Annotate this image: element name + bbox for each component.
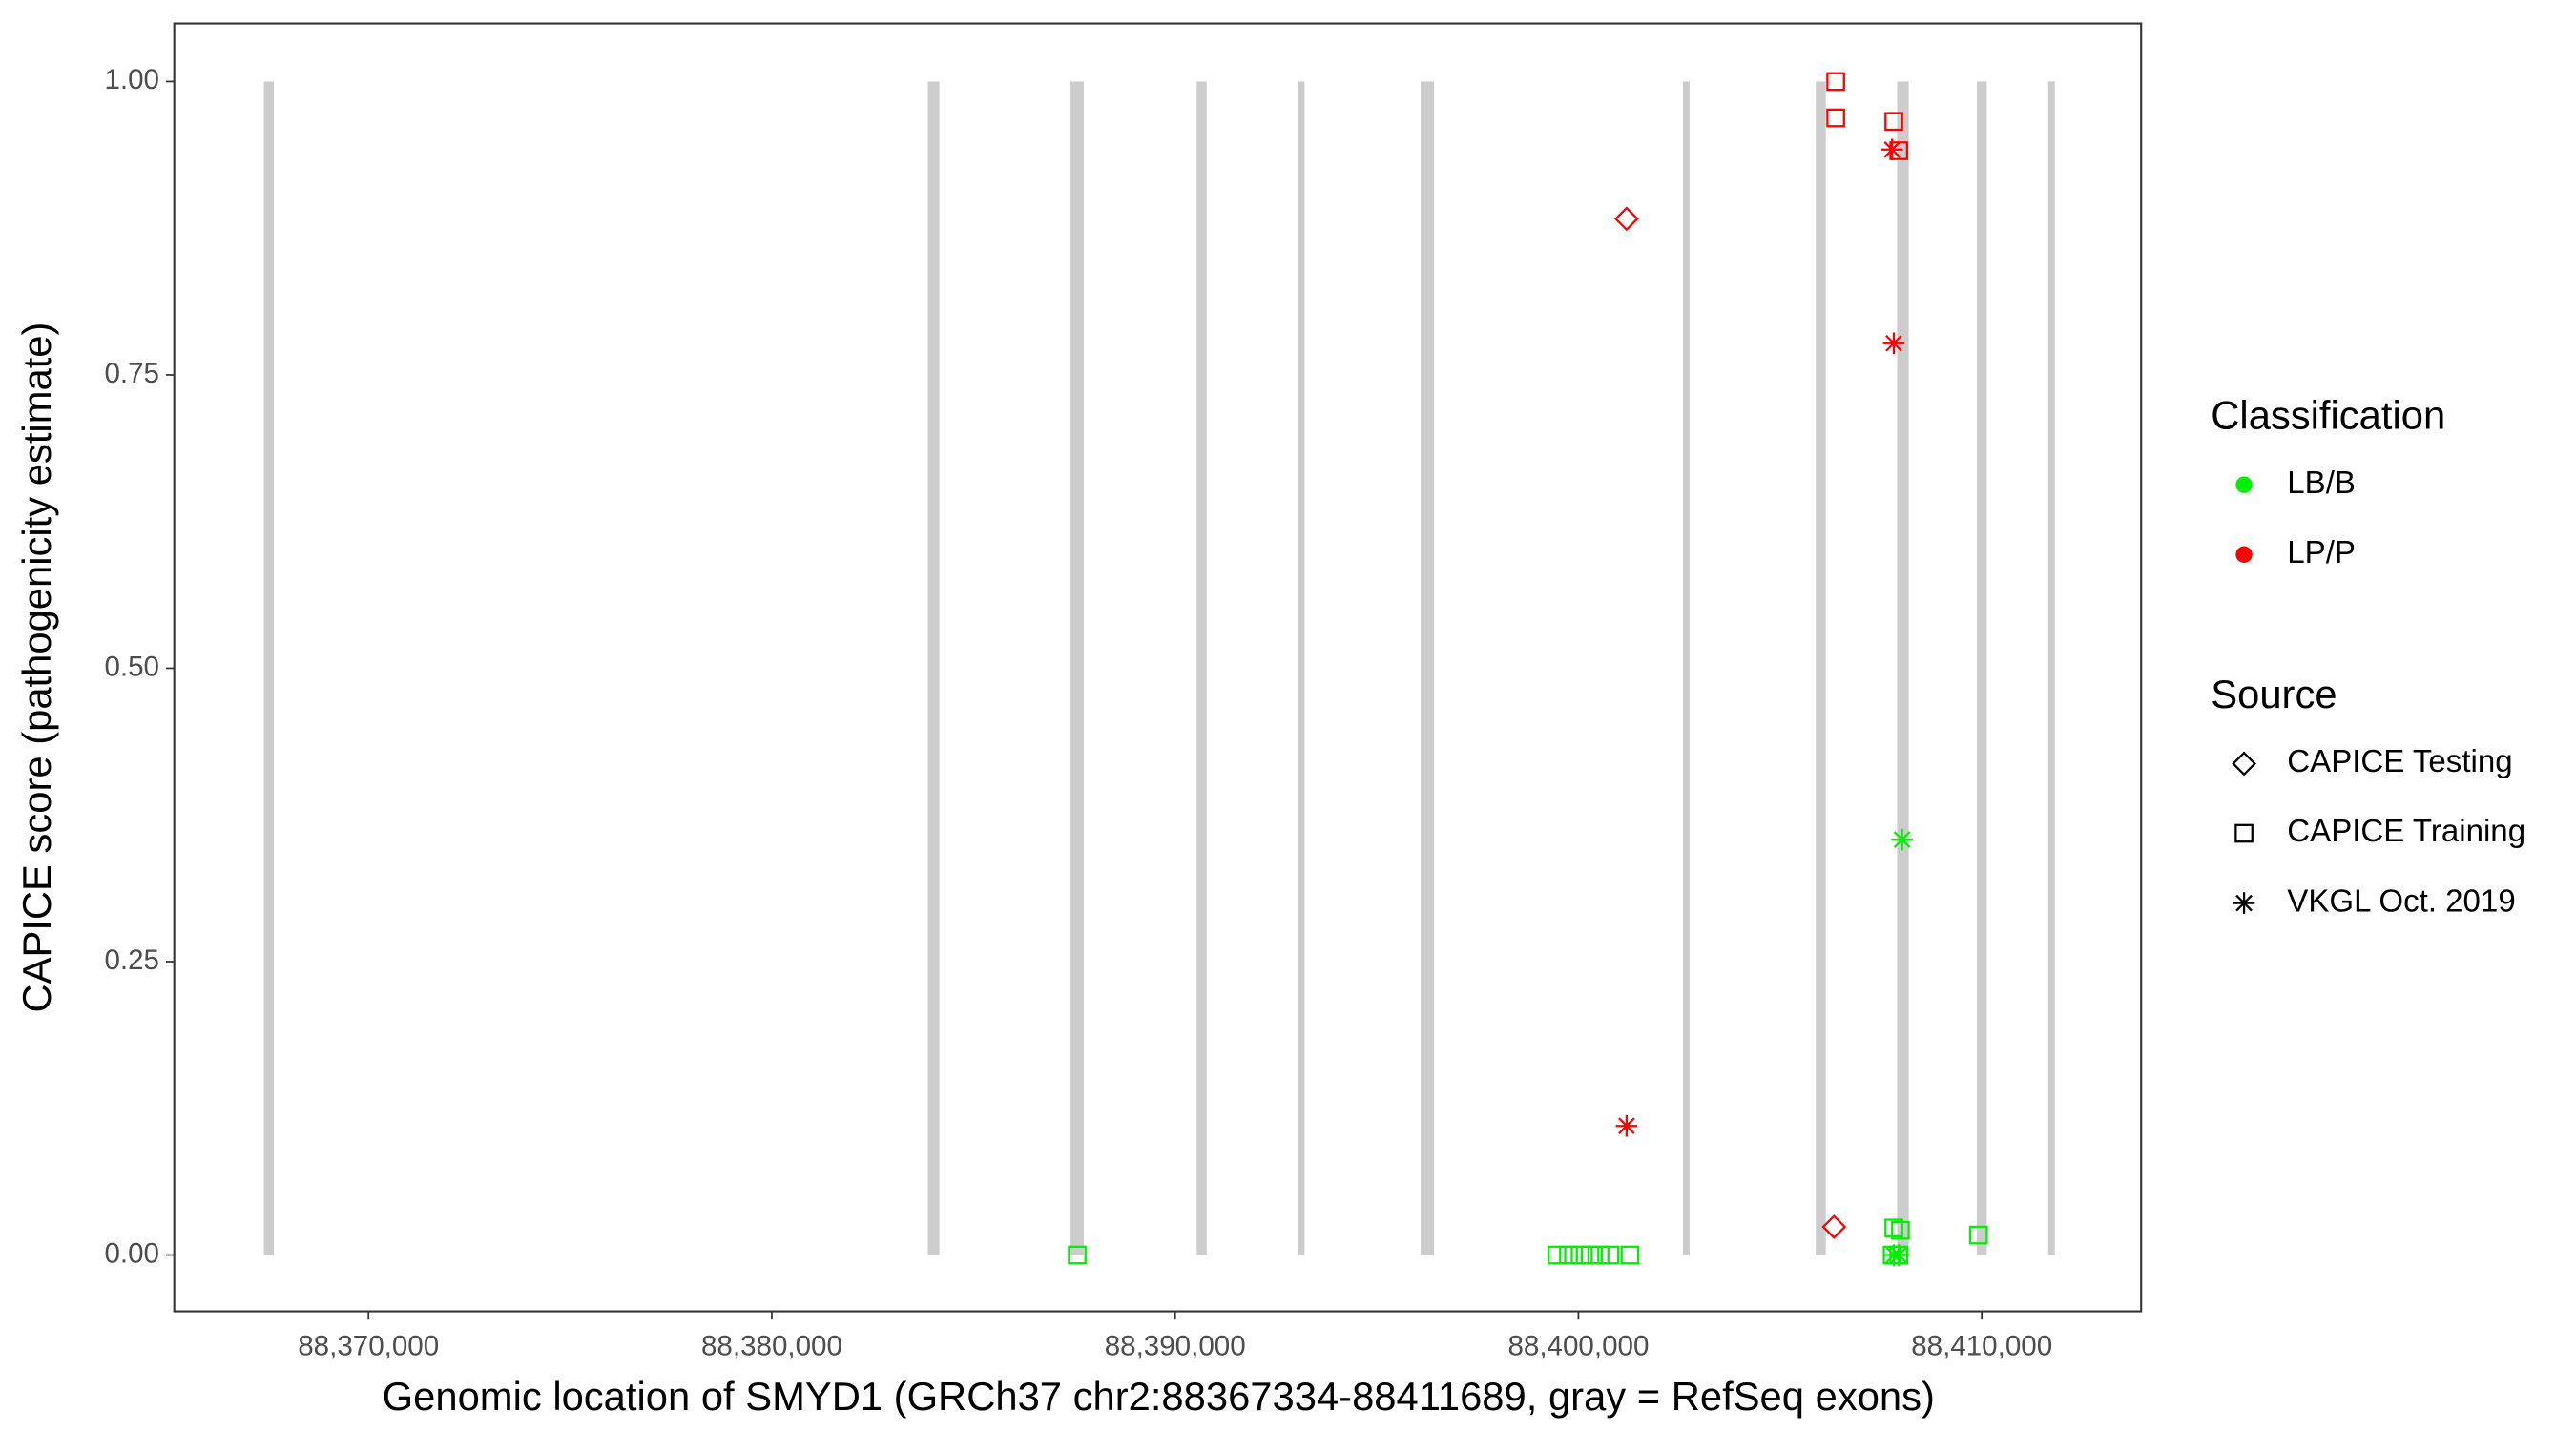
legend-label: CAPICE Training (2287, 814, 2525, 849)
point (2232, 751, 2256, 777)
point (1884, 112, 1903, 132)
exon (1816, 81, 1826, 1255)
point (1882, 332, 1905, 355)
exon (1897, 81, 1909, 1255)
legend-label: CAPICE Testing (2287, 744, 2512, 779)
exon (263, 81, 275, 1255)
point (1887, 1244, 1910, 1266)
exon (927, 81, 940, 1255)
point (1613, 206, 1639, 232)
x-tick-label: 88,380,000 (701, 1331, 842, 1362)
exon (1976, 81, 1987, 1255)
exon (1298, 81, 1305, 1255)
exon (1070, 81, 1084, 1255)
point (1826, 72, 1845, 92)
point (1570, 1245, 1589, 1265)
x-tick-label: 88,390,000 (1105, 1331, 1246, 1362)
legend-swatch (2235, 546, 2253, 563)
point (1615, 1114, 1638, 1137)
point (1821, 1214, 1847, 1239)
point (1547, 1245, 1567, 1265)
plot-area (263, 72, 2055, 1266)
point (1590, 1245, 1610, 1265)
point (1068, 1245, 1087, 1265)
x-tick-label: 88,370,000 (298, 1331, 439, 1362)
point (2233, 892, 2255, 914)
exon (1196, 81, 1207, 1255)
y-tick-label: 0.00 (104, 1237, 159, 1269)
exon (2047, 81, 2055, 1255)
point (1620, 1245, 1640, 1265)
point (1884, 1218, 1903, 1238)
exon (1421, 81, 1435, 1255)
legend-swatch (2235, 476, 2253, 493)
x-axis-title: Genomic location of SMYD1 (GRCh37 chr2:8… (383, 1374, 1935, 1419)
y-tick-label: 0.25 (104, 944, 159, 976)
legend-label: VKGL Oct. 2019 (2287, 883, 2515, 919)
point (1559, 1245, 1578, 1265)
panel-border (173, 22, 2143, 1313)
point (1968, 1225, 1988, 1245)
point (1889, 1245, 1909, 1265)
point (2234, 823, 2254, 843)
y-tick-label: 0.75 (104, 358, 159, 389)
legend-title: Source (2211, 672, 2337, 716)
point (1580, 1245, 1600, 1265)
legend-title: Classification (2211, 393, 2445, 438)
x-tick-label: 88,410,000 (1911, 1331, 2052, 1362)
point (1600, 1245, 1620, 1265)
y-axis-title: CAPICE score (pathogenicity estimate) (14, 322, 59, 1013)
y-tick-label: 1.00 (104, 64, 159, 95)
exon (1683, 81, 1690, 1255)
point (1880, 138, 1903, 161)
legend-label: LP/P (2287, 535, 2356, 570)
legend-label: LB/B (2287, 466, 2356, 501)
point (1826, 108, 1845, 128)
point (1891, 1220, 1910, 1240)
point (1891, 828, 1913, 851)
x-tick-label: 88,400,000 (1507, 1331, 1649, 1362)
y-tick-label: 0.50 (104, 651, 159, 682)
